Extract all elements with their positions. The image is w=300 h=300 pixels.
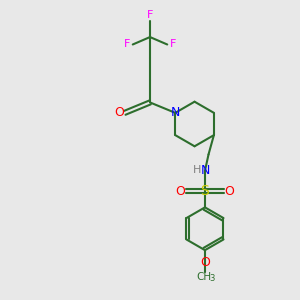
Text: O: O <box>225 184 235 197</box>
Text: H: H <box>192 165 201 175</box>
Text: F: F <box>169 40 176 50</box>
Text: N: N <box>201 164 210 177</box>
Text: F: F <box>124 40 130 50</box>
Text: CH: CH <box>196 272 211 282</box>
Text: F: F <box>147 11 153 20</box>
Text: O: O <box>114 106 124 119</box>
Text: N: N <box>171 106 181 119</box>
Text: O: O <box>200 256 210 269</box>
Text: 3: 3 <box>209 274 214 284</box>
Text: S: S <box>201 184 209 198</box>
Text: O: O <box>176 184 185 197</box>
